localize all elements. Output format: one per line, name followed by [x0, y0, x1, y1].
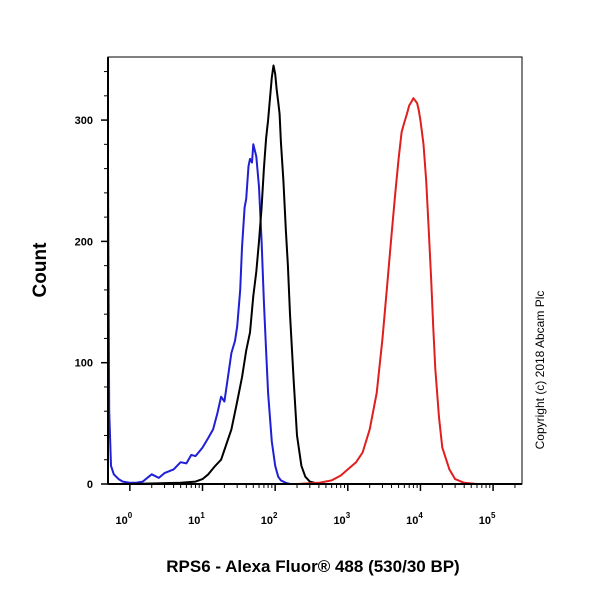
x-tick-label: 101 — [188, 511, 205, 527]
x-tick-label-exponent: 4 — [418, 511, 423, 520]
x-axis-ticks: 100 101 102 103 104 105 — [116, 484, 516, 527]
x-tick-label: 102 — [261, 511, 278, 527]
copyright-notice: Copyright (c) 2018 Abcam Plc — [533, 291, 547, 450]
x-tick-label: 100 — [116, 511, 133, 527]
x-tick-label-exponent: 3 — [346, 511, 351, 520]
x-tick-label-base: 10 — [188, 515, 200, 527]
x-tick-label-base: 10 — [479, 515, 491, 527]
y-tick-label: 300 — [75, 115, 93, 127]
x-tick-label-exponent: 2 — [273, 511, 278, 520]
x-tick-label-base: 10 — [116, 515, 128, 527]
y-axis-title: Count — [30, 242, 51, 298]
x-tick-label-exponent: 5 — [491, 511, 496, 520]
x-tick-label-base: 10 — [333, 515, 345, 527]
x-axis-title: RPS6 - Alexa Fluor® 488 (530/30 BP) — [166, 557, 459, 576]
x-tick-label: 104 — [406, 511, 423, 527]
y-tick-label: 0 — [87, 479, 93, 491]
x-tick-label-base: 10 — [261, 515, 273, 527]
x-tick-label: 105 — [479, 511, 496, 527]
x-tick-label-base: 10 — [406, 515, 418, 527]
series-layer — [107, 64, 522, 485]
x-tick-label: 103 — [333, 511, 350, 527]
y-axis-ticks: 0 100 200 300 — [75, 71, 108, 491]
series-line-3 — [296, 97, 522, 485]
x-tick-label-exponent: 0 — [128, 511, 133, 520]
plot-frame — [107, 56, 523, 485]
y-tick-label: 200 — [75, 236, 93, 248]
series-line-2 — [129, 64, 320, 485]
y-tick-label: 100 — [75, 358, 93, 370]
series-line-1 — [107, 143, 297, 485]
x-tick-label-exponent: 1 — [200, 511, 205, 520]
